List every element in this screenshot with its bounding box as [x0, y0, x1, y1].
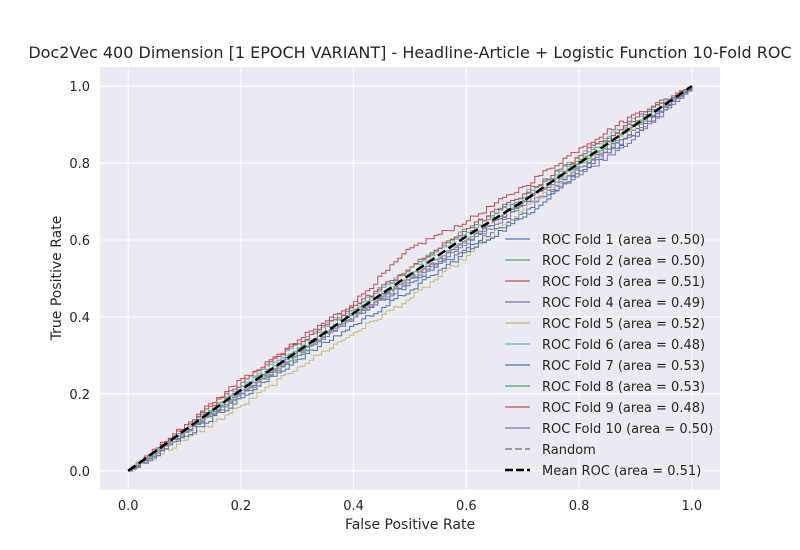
series-layer	[127, 85, 693, 472]
legend-label: ROC Fold 7 (area = 0.53)	[542, 359, 705, 374]
x-axis-label: False Positive Rate	[345, 517, 475, 533]
y-tick-label: 0.2	[69, 388, 90, 403]
legend-label: Mean ROC (area = 0.51)	[542, 464, 701, 479]
legend-label: ROC Fold 4 (area = 0.49)	[542, 296, 705, 311]
x-tick-label: 1.0	[681, 499, 702, 514]
y-tick-label: 1.0	[69, 80, 90, 95]
legend-label: ROC Fold 9 (area = 0.48)	[542, 401, 705, 416]
legend-label: Random	[542, 443, 596, 458]
x-tick-label: 0.4	[343, 499, 364, 514]
chart-title: Doc2Vec 400 Dimension [1 EPOCH VARIANT] …	[28, 43, 791, 62]
y-tick-label: 0.6	[69, 234, 90, 249]
series-line-10	[128, 86, 693, 472]
series-line-11	[127, 85, 693, 472]
y-tick-label: 0.4	[69, 311, 90, 326]
legend-label: ROC Fold 8 (area = 0.53)	[542, 380, 705, 395]
series-line-5	[128, 86, 693, 472]
grid	[100, 67, 720, 490]
legend-label: ROC Fold 2 (area = 0.50)	[542, 254, 705, 269]
series-line-7	[128, 86, 693, 472]
legend-label: ROC Fold 3 (area = 0.51)	[542, 275, 705, 290]
series-line-12	[127, 85, 693, 472]
x-tick-label: 0.8	[569, 499, 590, 514]
y-axis-ticks: 0.0 0.2 0.4 0.6 0.8 1.0	[69, 80, 90, 480]
legend-label: ROC Fold 6 (area = 0.48)	[542, 338, 705, 353]
y-axis-label: True Positive Rate	[49, 216, 65, 342]
y-tick-label: 0.8	[69, 157, 90, 172]
x-tick-label: 0.6	[456, 499, 477, 514]
x-axis-ticks: 0.0 0.2 0.4 0.6 0.8 1.0	[118, 499, 702, 514]
series-line-3	[128, 86, 693, 472]
series-line-9	[128, 86, 693, 472]
legend-label: ROC Fold 10 (area = 0.50)	[542, 422, 713, 437]
y-tick-label: 0.0	[69, 465, 90, 480]
x-tick-label: 0.2	[231, 499, 252, 514]
legend: ROC Fold 1 (area = 0.50) ROC Fold 2 (area…	[505, 233, 713, 479]
legend-label: ROC Fold 1 (area = 0.50)	[542, 233, 705, 248]
legend-label: ROC Fold 5 (area = 0.52)	[542, 317, 705, 332]
x-tick-label: 0.0	[118, 499, 139, 514]
